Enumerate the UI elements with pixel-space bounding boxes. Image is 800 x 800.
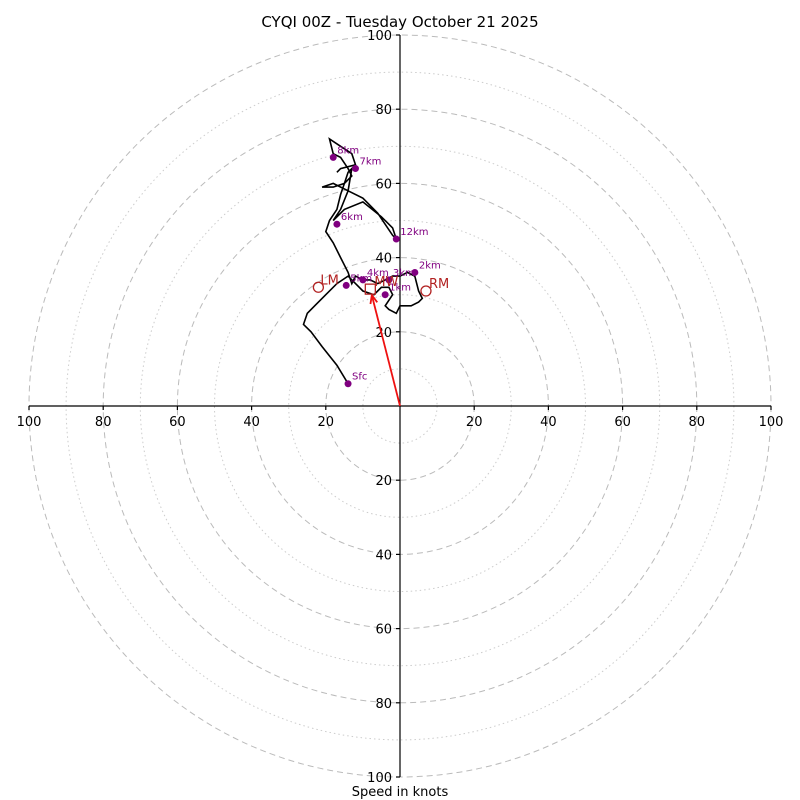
hodograph-line — [302, 137, 424, 385]
y-tick-label: 20 — [375, 474, 392, 489]
height-point-8km — [329, 153, 337, 161]
x-tick-label: 20 — [318, 415, 335, 430]
height-label-sfc: Sfc — [352, 372, 367, 383]
y-tick-label: 40 — [375, 548, 392, 563]
height-point-2km — [411, 268, 419, 276]
height-point-6km — [333, 220, 341, 228]
right-mover-label: RM — [429, 277, 449, 292]
height-label-7km: 7km — [359, 157, 381, 168]
x-tick-label: 100 — [17, 415, 42, 430]
y-tick-label: 60 — [375, 177, 392, 192]
height-label-2km: 2km — [419, 260, 441, 271]
height-label-3km: 3km — [393, 268, 415, 279]
height-point-4km — [359, 276, 367, 284]
right-mover-marker — [420, 285, 432, 297]
hodograph-trace — [302, 137, 424, 385]
y-tick-label: 80 — [375, 697, 392, 712]
height-label-1km: 1km — [389, 283, 411, 294]
y-tick-label: 60 — [375, 623, 392, 638]
x-tick-label: 80 — [95, 415, 112, 430]
height-label-12km: 12km — [400, 227, 428, 238]
y-tick-label: 100 — [367, 771, 392, 786]
left-mover-label: LM — [320, 273, 338, 288]
mean-wind-marker — [364, 283, 376, 295]
height-point-5km — [342, 281, 350, 289]
storm-motion: LM RM MW — [312, 273, 449, 407]
height-point-1km — [381, 291, 389, 299]
height-point-12km — [392, 235, 400, 243]
height-label-8km: 8km — [337, 145, 359, 156]
height-point-7km — [351, 165, 359, 173]
y-tick-label: 40 — [375, 252, 392, 267]
y-tick-label: 100 — [367, 29, 392, 44]
mean-wind-label: MW — [374, 275, 398, 290]
height-label-4km: 4km — [367, 268, 389, 279]
chart-title: CYQI 00Z - Tuesday October 21 2025 — [261, 13, 538, 31]
height-label-5km: 5km — [350, 273, 372, 284]
x-tick-label: 60 — [614, 415, 631, 430]
x-tick-label: 40 — [243, 415, 260, 430]
y-tick-label: 80 — [375, 103, 392, 118]
x-tick-labels: 100 80 60 40 20 20 40 60 80 100 — [17, 406, 784, 430]
y-tick-labels: 20 40 60 80 100 20 40 60 80 100 — [367, 29, 400, 786]
y-tick-label: 20 — [375, 326, 392, 341]
x-tick-label: 20 — [466, 415, 483, 430]
mean-wind-vector — [370, 294, 401, 407]
x-axis-label: Speed in knots — [352, 785, 449, 800]
height-point-3km — [385, 276, 393, 284]
x-tick-label: 60 — [169, 415, 186, 430]
height-point-sfc — [344, 380, 352, 388]
x-tick-label: 100 — [759, 415, 784, 430]
x-tick-label: 80 — [689, 415, 706, 430]
x-tick-label: 40 — [540, 415, 557, 430]
mean-wind-arrowhead — [369, 292, 378, 305]
left-mover-marker — [312, 281, 325, 293]
height-label-6km: 6km — [341, 212, 363, 223]
